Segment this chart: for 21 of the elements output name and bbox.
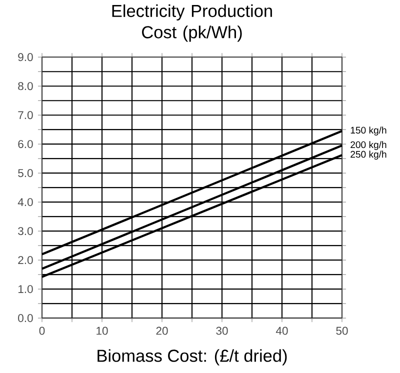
x-tick-label: 50 [336, 326, 348, 335]
x-axis-title: Biomass Cost: (£/t dried) [98, 349, 287, 366]
y-tick-label: 3.0 [18, 227, 33, 236]
y-tick-label: 6.0 [18, 140, 33, 148]
x-tick-label: 30 [216, 326, 228, 335]
y-tick-label: 0.0 [18, 314, 33, 322]
legend-label: 200 kg/h [350, 141, 386, 150]
legend-label: 250 kg/h [350, 150, 386, 160]
y-tick-label: 1.0 [18, 285, 33, 294]
y-tick-label: 2.0 [18, 256, 33, 264]
x-tick-label: 40 [276, 326, 288, 335]
y-tick-label: 9.0 [18, 53, 33, 62]
x-tick-label: 10 [96, 326, 108, 335]
legend-label: 150 kg/h [350, 126, 386, 136]
y-tick-label: 4.0 [18, 198, 33, 206]
y-tick-label: 5.0 [18, 169, 33, 178]
x-tick-label: 20 [156, 326, 168, 335]
chart-title: Electricity Production Cost (pk/Wh) [112, 4, 272, 42]
y-tick-label: 8.0 [18, 82, 33, 90]
x-tick-label: 0 [39, 326, 45, 335]
y-tick-label: 7.0 [18, 111, 33, 120]
